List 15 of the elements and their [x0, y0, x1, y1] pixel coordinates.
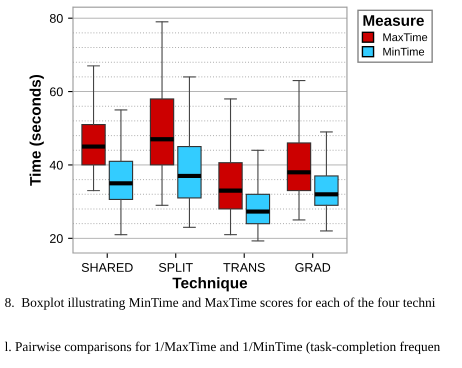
- legend-title: Measure: [363, 15, 424, 26]
- y-axis-title: Time (seconds): [30, 74, 44, 186]
- x-tick-label: GRAD: [295, 263, 330, 272]
- x-axis-title: Technique: [172, 277, 248, 292]
- legend-label: MaxTime: [383, 33, 428, 42]
- x-tick-label: TRANS: [223, 263, 265, 272]
- y-tick-label: 60: [50, 87, 63, 96]
- text: l. Pairwise comparisons for 1/MaxTime and 1/MinTime (task-completion frequen: [4, 342, 440, 354]
- x-tick-label: SPLIT: [158, 263, 193, 272]
- y-tick-label: 40: [50, 160, 63, 170]
- text: 8. Boxplot illustrating MinTime and MaxTime scores for each of the four techni: [5, 297, 436, 310]
- legend-label: MinTime: [383, 47, 424, 56]
- x-tick-label: SHARED: [82, 263, 133, 272]
- y-tick-label: 20: [50, 234, 63, 243]
- y-tick-label: 80: [50, 14, 63, 23]
